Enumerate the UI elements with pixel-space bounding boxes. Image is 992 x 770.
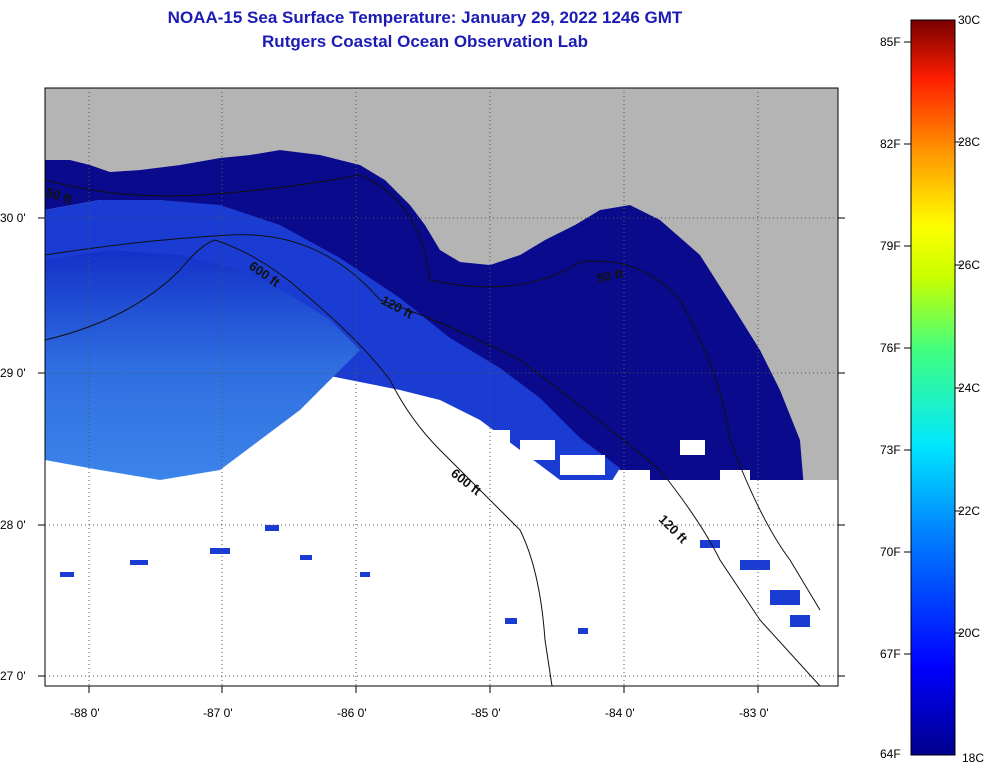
colorbar-c-30: 30C [958,13,980,27]
offshore-water [45,250,360,480]
bathymetry-contours [45,174,821,686]
lon-label-83: -83 0' [739,706,769,720]
lat-label-27: 27 0' [0,669,26,683]
lon-label-85: -85 0' [471,706,501,720]
lon-label-87: -87 0' [203,706,233,720]
colorbar-ticks [904,41,962,655]
lat-label-29: 29 0' [0,366,26,380]
sparse-data [60,525,810,634]
colorbar-f-73: 73F [880,443,901,457]
colorbar-f-70: 70F [880,545,901,559]
colorbar-c-18: 18C [962,751,984,765]
colorbar-c-28: 28C [958,135,980,149]
colorbar-c-20: 20C [958,626,980,640]
cloud-mask [45,400,838,686]
colorbar-f-79: 79F [880,239,901,253]
lat-label-30: 30 0' [0,211,26,225]
map-subtitle: Rutgers Coastal Ocean Observation Lab [262,32,588,51]
contour-label-50ft-east: 50 ft [596,266,626,286]
map-border [44,87,839,687]
colorbar-f-82: 82F [880,137,901,151]
lon-label-88: -88 0' [70,706,100,720]
colorbar-c-26: 26C [958,258,980,272]
lat-label-28: 28 0' [0,518,26,532]
lon-label-84: -84 0' [605,706,635,720]
colorbar-c-22: 22C [958,504,980,518]
colorbar-f-76: 76F [880,341,901,355]
land-mass [45,88,838,540]
colorbar-c-24: 24C [958,381,980,395]
graticule [45,88,838,686]
colorbar-f-85: 85F [880,35,901,49]
colorbar-f-64: 64F [880,747,901,761]
map-title: NOAA-15 Sea Surface Temperature: January… [167,8,683,27]
colorbar [910,19,956,756]
tick-marks [38,217,845,693]
lon-label-86: -86 0' [337,706,367,720]
colorbar-f-67: 67F [880,647,901,661]
